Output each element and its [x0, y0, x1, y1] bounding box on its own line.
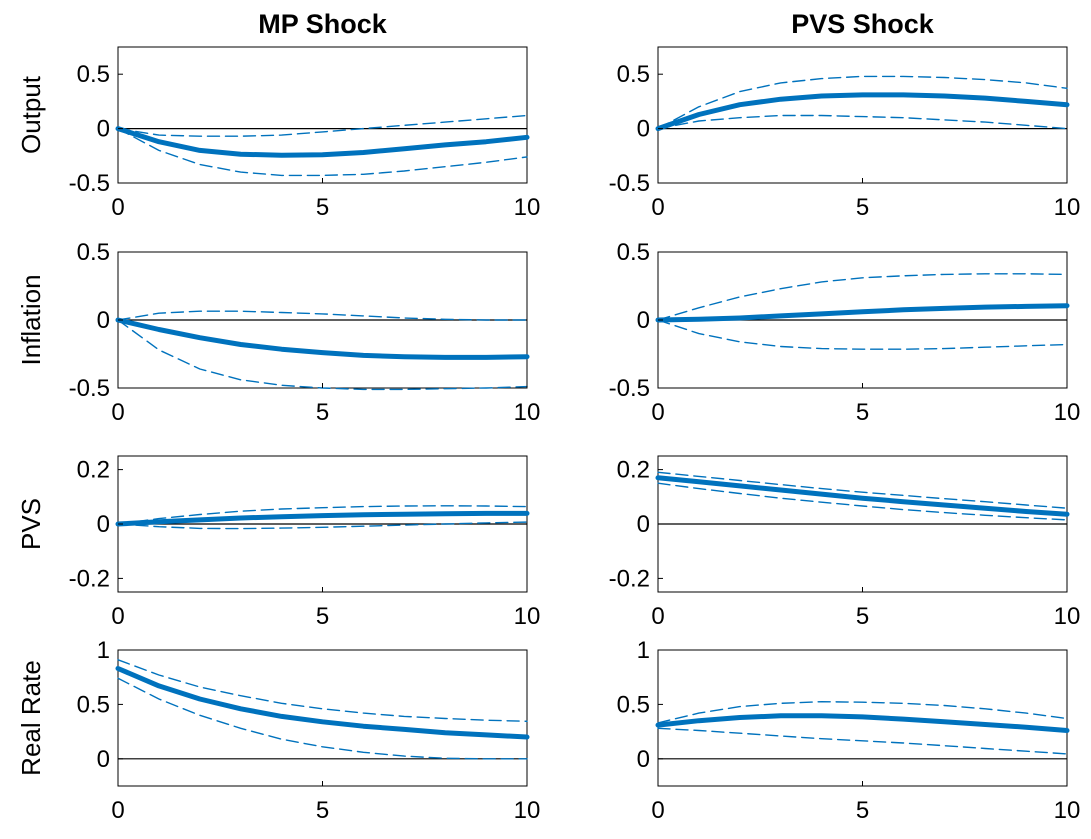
- x-tick-label: 10: [514, 603, 541, 630]
- panel: 0.50-0.50 5 10: [69, 239, 541, 426]
- x-tick-label: 0: [111, 603, 124, 630]
- y-tick-label: 0.2: [77, 457, 110, 484]
- y-tick-label: 0: [97, 307, 110, 334]
- y-tick-label: 0.5: [617, 61, 650, 88]
- panel: 0.50-0.50 5 10: [69, 46, 541, 221]
- series-line-lower: [117, 127, 528, 177]
- x-tick-label: 5: [316, 603, 329, 630]
- series-line-lower: [657, 114, 1068, 130]
- row-label: PVS: [16, 498, 46, 550]
- x-tick-label: 5: [856, 797, 869, 824]
- panel: 1 0.5 00 5 10: [77, 637, 541, 824]
- y-tick-label: -0.5: [609, 170, 650, 197]
- y-tick-label: 0.5: [77, 239, 110, 266]
- series-line-estimate: [655, 303, 1070, 323]
- y-tick-label: -0.2: [69, 565, 110, 592]
- series-line-lower: [657, 319, 1068, 350]
- series-line-estimate: [115, 666, 530, 740]
- y-tick-label: 0.2: [617, 457, 650, 484]
- y-tick-label: 0: [97, 116, 110, 143]
- x-tick-label: 5: [856, 399, 869, 426]
- y-tick-label: 0.5: [77, 691, 110, 718]
- series-line-estimate: [655, 475, 1070, 517]
- x-tick-label: 0: [111, 399, 124, 426]
- axes-box: [117, 46, 528, 184]
- y-tick-label: 0: [637, 116, 650, 143]
- x-tick-label: 10: [1054, 603, 1081, 630]
- axes-box: [657, 46, 1068, 184]
- x-tick-label: 5: [856, 194, 869, 221]
- x-tick-label: 0: [651, 603, 664, 630]
- y-tick-label: -0.5: [609, 375, 650, 402]
- series-line-estimate: [115, 317, 530, 360]
- y-tick-label: -0.2: [609, 565, 650, 592]
- axes-box: [117, 649, 528, 787]
- y-tick-label: 0.5: [617, 691, 650, 718]
- series-line-lower: [657, 482, 1068, 521]
- series-line-estimate: [655, 713, 1070, 733]
- y-tick-label: 1: [97, 637, 110, 664]
- y-tick-label: 0: [97, 511, 110, 538]
- x-tick-label: 0: [111, 194, 124, 221]
- y-tick-label: 0.5: [617, 239, 650, 266]
- x-tick-label: 10: [514, 399, 541, 426]
- x-tick-label: 0: [651, 194, 664, 221]
- series-line-upper: [657, 75, 1068, 130]
- x-tick-label: 10: [1054, 797, 1081, 824]
- panel: 1 0.5 00 5 10: [617, 637, 1081, 824]
- series-line-upper: [117, 310, 528, 321]
- series-line-upper: [657, 471, 1068, 509]
- x-tick-label: 5: [856, 603, 869, 630]
- y-tick-label: 1: [637, 637, 650, 664]
- x-tick-label: 10: [514, 194, 541, 221]
- x-tick-label: 10: [514, 797, 541, 824]
- series-line-upper: [117, 114, 528, 137]
- x-tick-label: 5: [316, 797, 329, 824]
- x-tick-label: 10: [1054, 194, 1081, 221]
- x-tick-label: 0: [651, 797, 664, 824]
- x-tick-label: 10: [1054, 399, 1081, 426]
- x-tick-label: 5: [316, 399, 329, 426]
- series-line-upper: [117, 505, 528, 525]
- y-tick-label: 0: [637, 307, 650, 334]
- row-label: Output: [16, 75, 46, 154]
- panel: 0.50-0.50 5 10: [609, 239, 1081, 426]
- series-line-lower: [117, 677, 528, 760]
- series-line-lower: [657, 727, 1068, 755]
- y-tick-label: 0: [637, 746, 650, 773]
- y-tick-label: -0.5: [69, 375, 110, 402]
- panel: 0.20-0.20 5 10: [69, 455, 541, 630]
- panel: 0.50-0.50 5 10: [609, 46, 1081, 221]
- x-tick-label: 0: [651, 399, 664, 426]
- y-tick-label: 0: [97, 746, 110, 773]
- series-line-lower: [117, 521, 528, 530]
- y-tick-label: -0.5: [69, 170, 110, 197]
- y-tick-label: 0: [637, 511, 650, 538]
- x-tick-label: 0: [111, 797, 124, 824]
- panel: 0.20-0.20 5 10: [609, 455, 1081, 630]
- column-title: MP Shock: [258, 9, 388, 39]
- column-title: PVS Shock: [791, 9, 935, 39]
- series-line-estimate: [115, 126, 530, 158]
- series-line-upper: [657, 273, 1068, 321]
- series-line-upper: [657, 701, 1068, 724]
- series-line-upper: [117, 659, 528, 722]
- row-label: Real Rate: [16, 660, 46, 776]
- series-line-estimate: [655, 92, 1070, 132]
- y-tick-label: 0.5: [77, 61, 110, 88]
- x-tick-label: 5: [316, 194, 329, 221]
- series-line-estimate: [115, 510, 530, 527]
- row-label: Inflation: [16, 274, 46, 365]
